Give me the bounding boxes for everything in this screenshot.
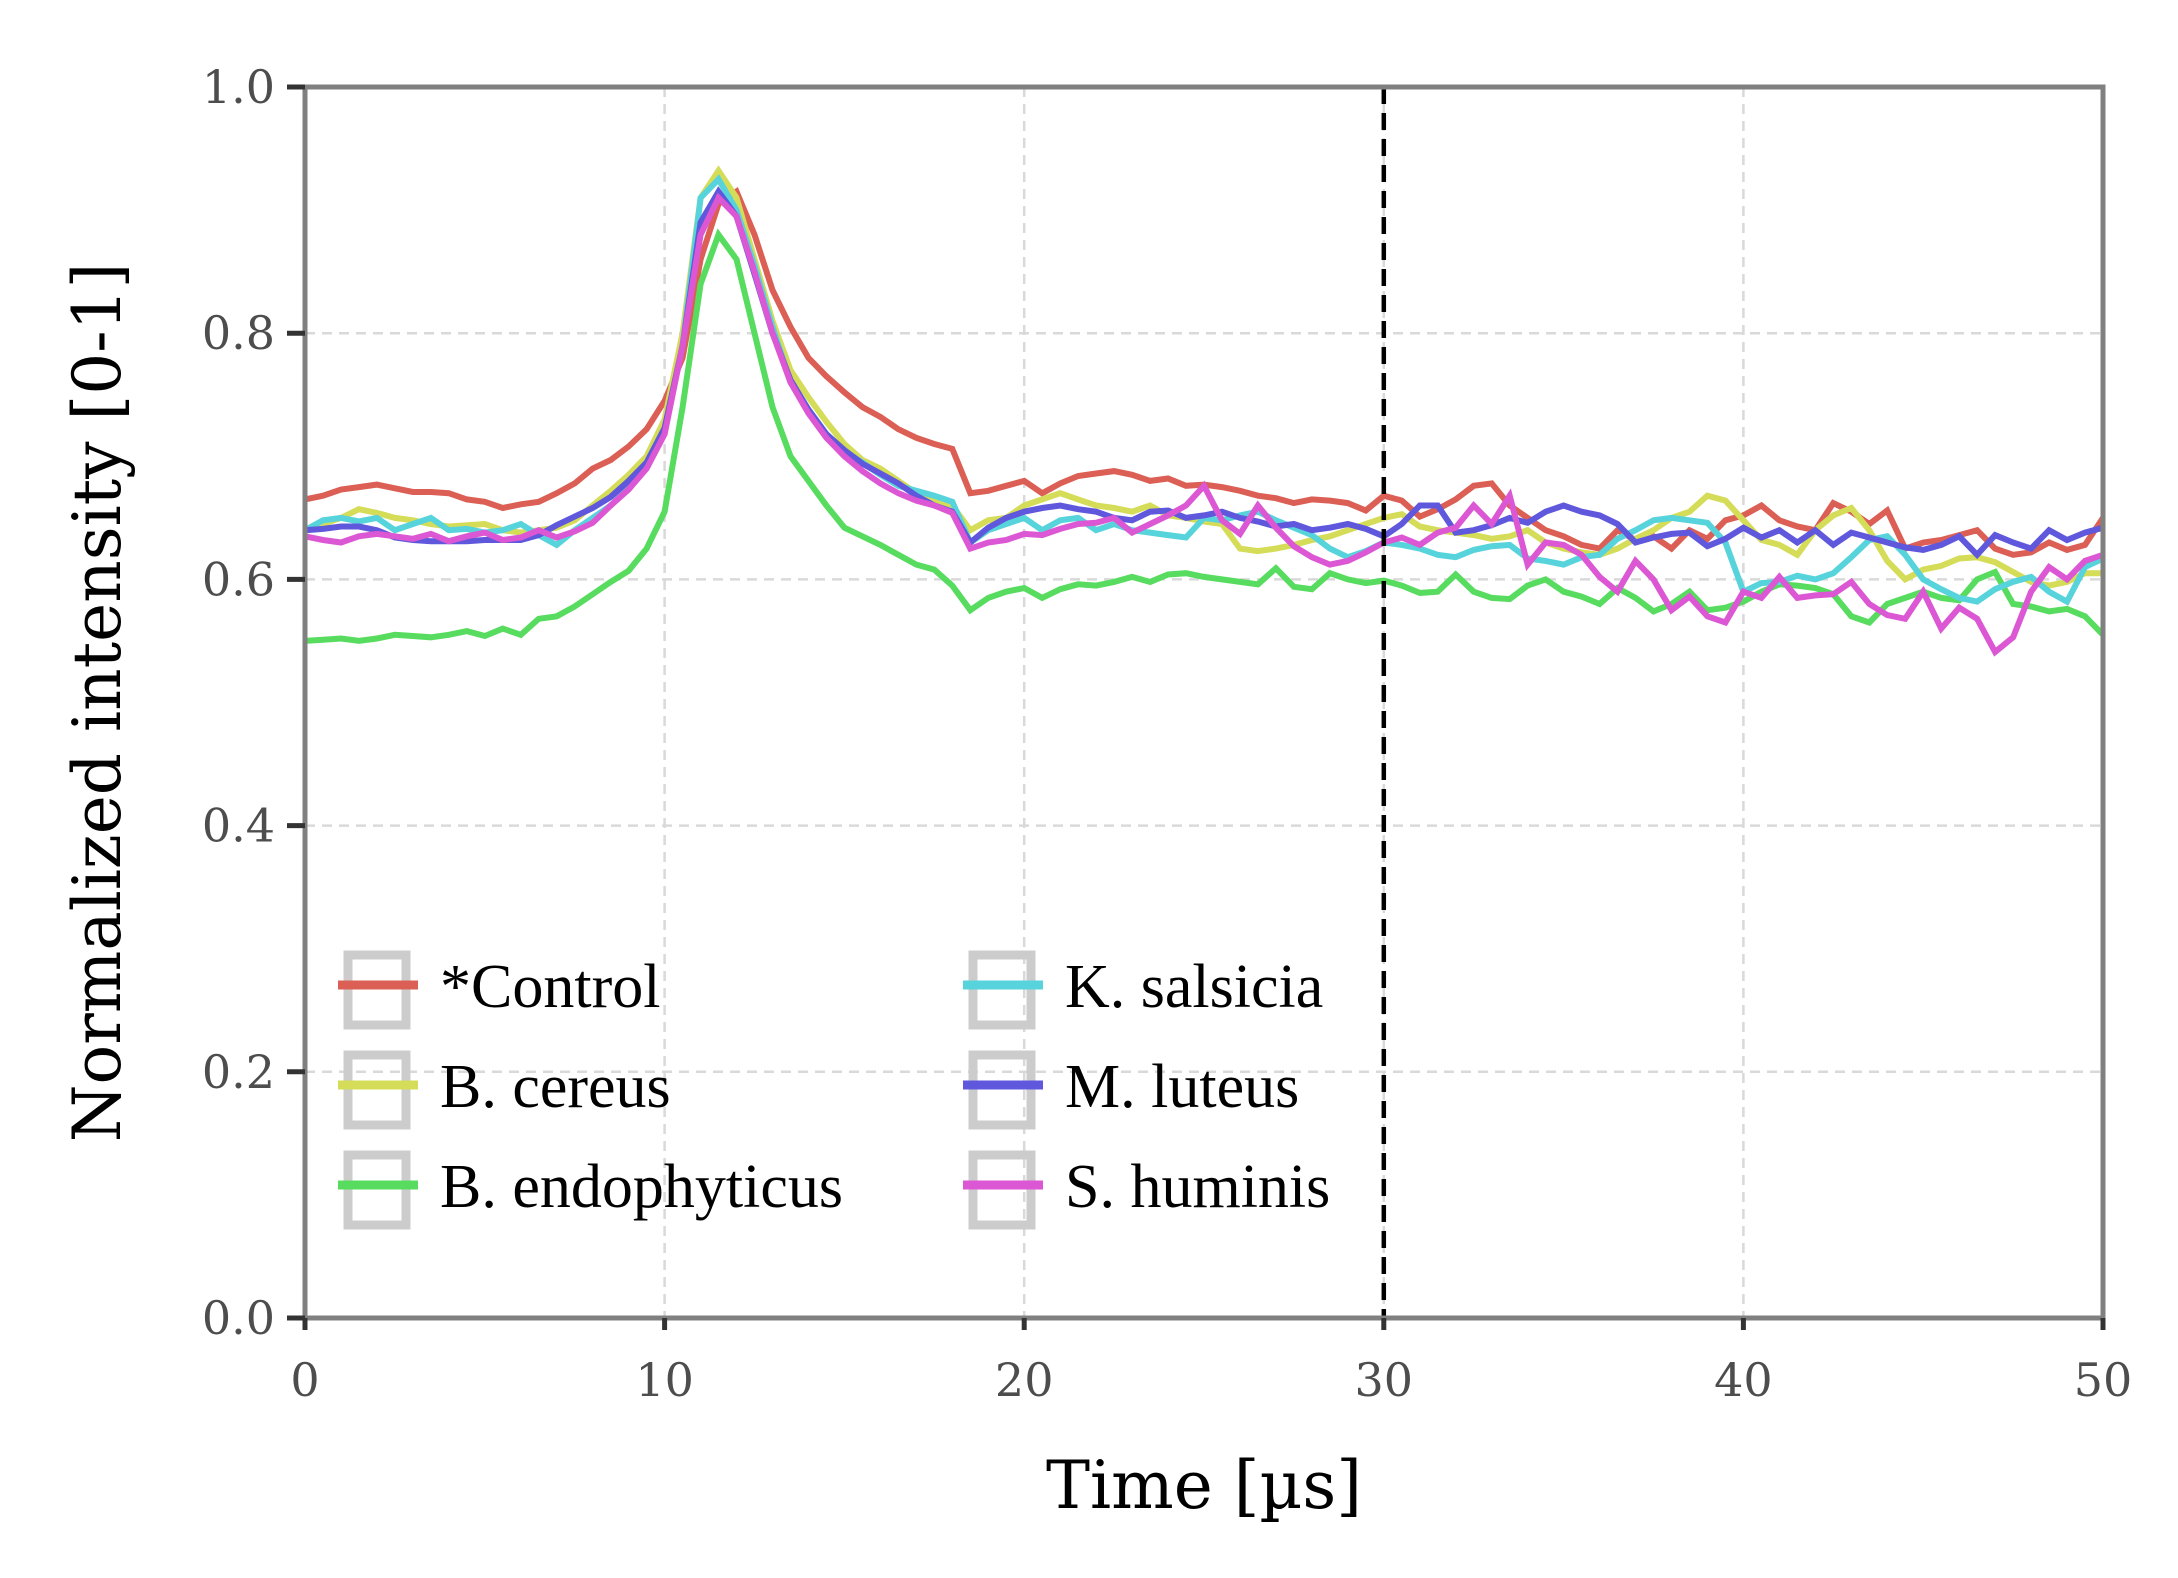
y-tick-label: 0.2 <box>202 1045 275 1099</box>
legend-item: M. luteus <box>963 1050 1299 1130</box>
x-axis-label: Time [µs] <box>1046 1447 1362 1524</box>
legend-box <box>968 1050 1036 1130</box>
grid <box>305 87 2103 1318</box>
plot-frame <box>302 84 2106 1321</box>
legend-label: *Control <box>440 953 660 1021</box>
y-tick-label: 0.4 <box>202 799 275 853</box>
legend-label: M. luteus <box>1065 1053 1299 1121</box>
ticks: 0 10 20 30 40 50 0.0 0.2 0.4 0.6 0.8 1.0 <box>202 60 2132 1407</box>
legend-box <box>343 1150 411 1230</box>
legend-label: B. cereus <box>440 1053 671 1121</box>
legend-item: S. huminis <box>963 1150 1330 1230</box>
legend-box <box>968 1150 1036 1230</box>
y-axis-label: Normalized intensity [0-1] <box>59 263 136 1143</box>
legend-item: *Control <box>338 950 660 1030</box>
y-tick-label: 1.0 <box>202 60 275 114</box>
legend-box <box>968 950 1036 1030</box>
series-line-s-huminis <box>304 192 2104 657</box>
series-line-m-luteus <box>304 186 2104 560</box>
x-tick-label: 20 <box>995 1353 1054 1407</box>
legend: *Control B. cereus B. endophyticus K. salsi… <box>338 950 1330 1230</box>
y-tick-label: 0.8 <box>202 306 275 360</box>
x-tick-label: 50 <box>2074 1353 2133 1407</box>
x-tick-label: 30 <box>1355 1353 1414 1407</box>
legend-item: B. cereus <box>338 1050 671 1130</box>
legend-label: S. huminis <box>1065 1153 1330 1221</box>
series-line-control <box>304 187 2106 558</box>
series-line-b-endophyticus <box>304 228 2106 644</box>
legend-item: K. salsicia <box>963 950 1323 1030</box>
x-tick-label: 0 <box>290 1353 319 1407</box>
series-line-b-cereus <box>304 165 2103 589</box>
legend-box <box>343 1050 411 1130</box>
series-lines <box>303 165 2106 657</box>
legend-label: K. salsicia <box>1065 953 1323 1021</box>
y-tick-label: 0.0 <box>202 1291 275 1345</box>
legend-box <box>343 950 411 1030</box>
x-tick-label: 40 <box>1714 1353 1773 1407</box>
legend-item: B. endophyticus <box>338 1150 843 1230</box>
y-tick-label: 0.6 <box>202 552 275 606</box>
x-tick-label: 10 <box>635 1353 694 1407</box>
legend-label: B. endophyticus <box>440 1153 843 1221</box>
series-line-k-salsicia <box>303 174 2105 606</box>
